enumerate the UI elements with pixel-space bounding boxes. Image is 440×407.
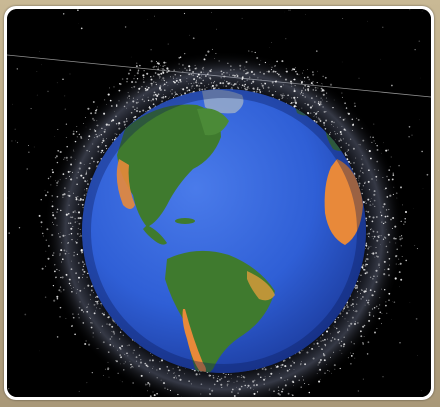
earth-debris-image xyxy=(7,9,431,397)
earth-debris-illustration xyxy=(7,9,431,397)
earth-globe xyxy=(82,89,366,375)
photo-frame xyxy=(4,6,434,400)
